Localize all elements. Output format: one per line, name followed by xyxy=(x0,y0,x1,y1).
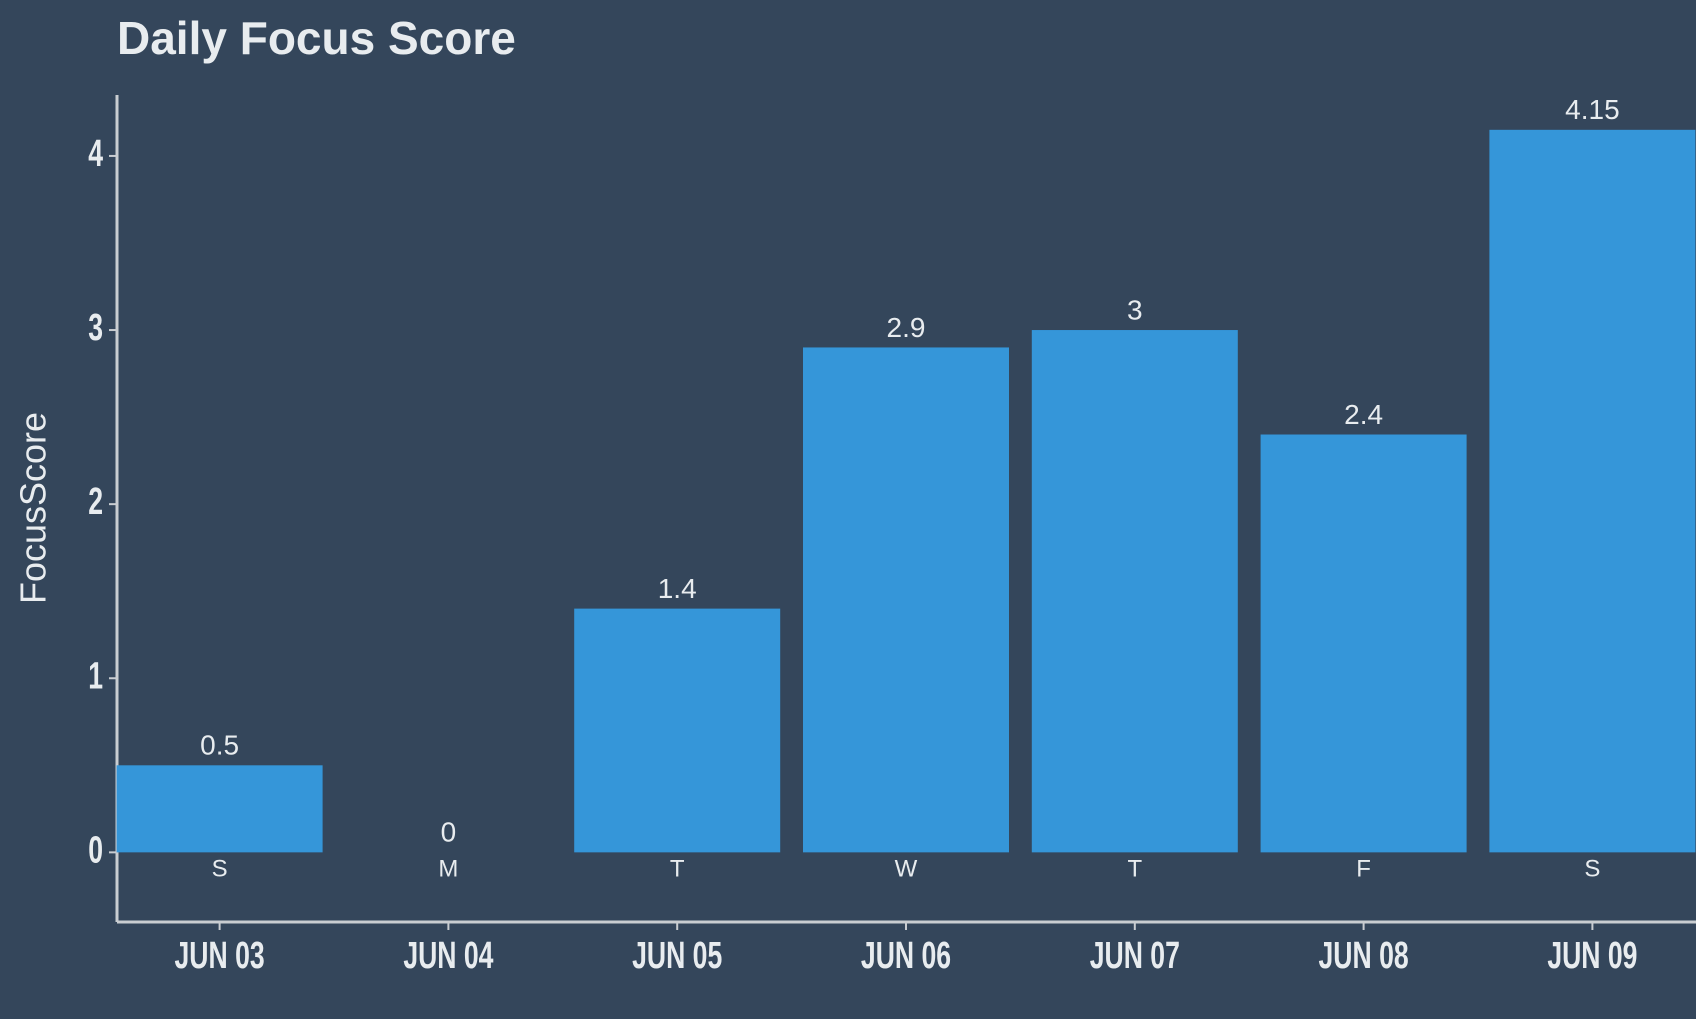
weekday-label: T xyxy=(670,856,685,883)
value-label: 4.15 xyxy=(1565,94,1620,125)
y-tick-label: 0 xyxy=(88,828,103,871)
x-tick-label: JUN 06 xyxy=(861,933,951,976)
weekday-label: F xyxy=(1356,856,1371,883)
x-tick-label: JUN 09 xyxy=(1547,933,1637,976)
x-tick-label: JUN 07 xyxy=(1090,933,1180,976)
value-label: 0 xyxy=(441,817,457,848)
x-tick-label: JUN 05 xyxy=(632,933,722,976)
weekday-label: S xyxy=(1584,856,1600,883)
y-tick-label: 3 xyxy=(88,305,103,348)
bar xyxy=(1260,434,1467,853)
x-tick-label: JUN 04 xyxy=(403,933,494,976)
value-label: 1.4 xyxy=(658,573,697,604)
y-tick-label: 4 xyxy=(88,131,103,174)
x-tick-label: JUN 03 xyxy=(175,933,265,976)
bar xyxy=(574,608,781,853)
value-label: 2.4 xyxy=(1344,399,1383,430)
x-tick-label: JUN 08 xyxy=(1319,933,1409,976)
weekday-label: S xyxy=(212,856,228,883)
chart-title: Daily Focus Score xyxy=(117,12,516,64)
weekday-label: W xyxy=(895,856,918,883)
weekday-label: T xyxy=(1127,856,1142,883)
value-label: 3 xyxy=(1127,294,1143,325)
weekday-label: M xyxy=(438,856,458,883)
y-tick-label: 1 xyxy=(88,654,103,697)
value-label: 0.5 xyxy=(200,730,239,761)
y-axis-label: FocusScore xyxy=(13,412,54,604)
bar xyxy=(1031,330,1238,853)
y-tick-label: 2 xyxy=(88,479,103,522)
bar xyxy=(1489,129,1696,853)
bar xyxy=(116,765,323,853)
bar xyxy=(803,347,1009,853)
value-label: 2.9 xyxy=(887,312,926,343)
